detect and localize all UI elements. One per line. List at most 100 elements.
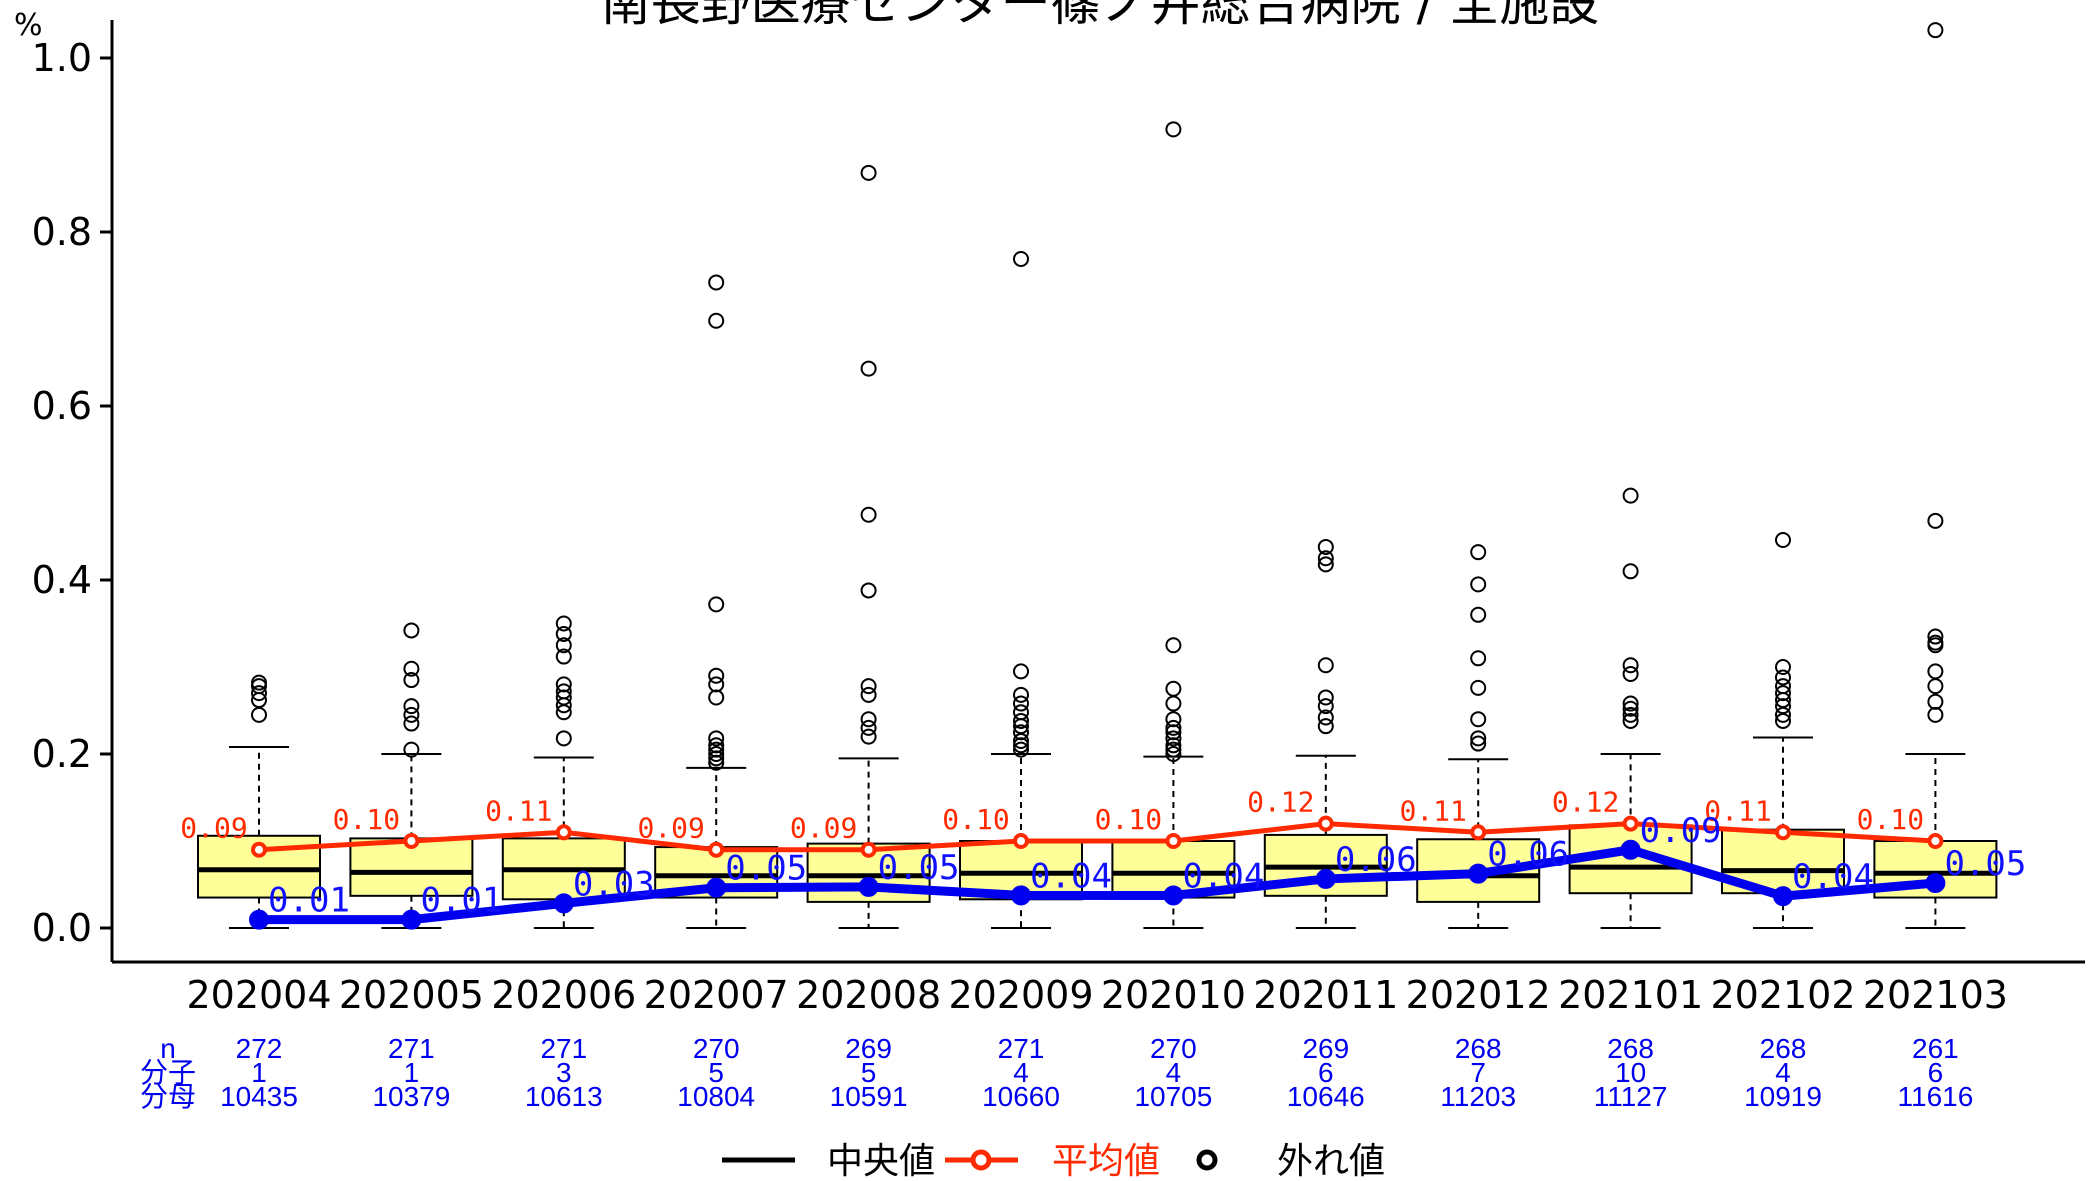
facility-point — [1315, 868, 1336, 889]
outlier-point — [1317, 709, 1334, 726]
outlier-point — [1622, 665, 1639, 682]
outlier-point — [1927, 634, 1944, 651]
outlier-point — [1927, 512, 1944, 529]
outlier-point — [1775, 669, 1791, 686]
facility-value-label: 0.04 — [1792, 857, 1874, 897]
facility-value-label: 0.05 — [878, 848, 960, 888]
mean-value-label: 0.11 — [1704, 794, 1771, 827]
n-value: 268 — [1760, 1033, 1807, 1064]
outlier-point — [1622, 695, 1639, 712]
legend: 中央値 平均値 外れ値 — [722, 1141, 1385, 1181]
denominator-value: 10804 — [677, 1081, 755, 1112]
outlier-point — [1927, 663, 1944, 680]
outlier-point — [1317, 556, 1334, 573]
axes: % — [14, 8, 2085, 964]
outlier-point — [1013, 663, 1029, 680]
outlier-point — [1317, 718, 1334, 735]
outlier-point — [1013, 741, 1029, 758]
outlier-point — [1622, 657, 1639, 674]
facility-value-label: 0.01 — [420, 881, 502, 921]
outlier-point — [1927, 22, 1944, 39]
mean-point — [708, 841, 725, 858]
y-tick-label: 0.6 — [32, 384, 92, 428]
y-axis-unit-label: % — [14, 8, 43, 43]
outlier-point — [251, 674, 267, 691]
outlier-point — [251, 706, 267, 723]
x-tick-label: 202011 — [1253, 973, 1398, 1017]
mean-point — [1622, 815, 1639, 832]
outlier-point — [1165, 746, 1182, 762]
outlier-point — [708, 741, 725, 758]
outlier-point — [1013, 695, 1029, 712]
y-tick-label: 0.4 — [32, 558, 92, 602]
outlier-point — [860, 719, 877, 736]
outlier-point — [708, 274, 725, 291]
x-tick-label: 202101 — [1558, 973, 1703, 1017]
x-tick-label: 202007 — [644, 973, 789, 1017]
n-value: 271 — [540, 1033, 587, 1064]
outlier-point — [860, 360, 877, 377]
x-tick-label: 202009 — [948, 973, 1093, 1017]
facility-point — [1620, 839, 1641, 860]
outlier-point — [1317, 689, 1334, 706]
facility-point — [1163, 885, 1184, 906]
x-tick-label: 202008 — [796, 973, 941, 1017]
y-tick-label: 0.0 — [32, 906, 92, 950]
outlier-point — [1013, 250, 1029, 267]
outlier-point — [1470, 650, 1487, 667]
y-tick-label: 1.0 — [32, 36, 92, 80]
outlier-point — [1775, 659, 1791, 675]
x-ticks: 202004 202005 202006 202007 202008 202009 2020… — [186, 973, 2007, 1017]
mean-point — [1927, 833, 1944, 849]
y-tick-label: 0.2 — [32, 732, 92, 776]
outlier-point — [1622, 712, 1639, 729]
numerator-value: 4 — [1013, 1057, 1029, 1088]
outlier-point — [1165, 719, 1182, 736]
outlier-point — [1775, 678, 1791, 695]
denominator-value: 11616 — [1898, 1081, 1974, 1112]
outlier-point — [1622, 563, 1639, 580]
outlier-point — [1165, 680, 1182, 697]
outlier-point — [1775, 685, 1791, 702]
outlier-point — [708, 667, 725, 684]
outlier-point — [403, 622, 420, 639]
outlier-point — [403, 660, 420, 677]
mean-point — [555, 824, 572, 841]
denominator-value: 10379 — [372, 1081, 450, 1112]
y-tick-label: 0.8 — [32, 210, 92, 254]
facility-point — [1925, 873, 1946, 894]
outlier-point — [1927, 706, 1944, 723]
box-202009 — [959, 250, 1083, 929]
outlier-point — [1013, 686, 1029, 703]
outlier-point — [1317, 657, 1334, 674]
numerator-value: 6 — [1318, 1057, 1334, 1088]
outlier-point — [251, 685, 267, 702]
outlier-point — [555, 648, 572, 665]
facility-point — [1773, 886, 1793, 907]
mean-point — [251, 841, 267, 858]
x-tick-label: 202103 — [1863, 973, 2008, 1017]
mean-point — [1317, 815, 1334, 832]
n-value: 270 — [693, 1033, 740, 1064]
mean-value-label: 0.09 — [180, 812, 247, 845]
numerator-value: 5 — [708, 1057, 724, 1088]
chart-title: 南長野医療センター篠ノ井総合病院 / 全施設 — [601, 0, 1600, 32]
outlier-point — [1622, 700, 1639, 717]
mean-point — [1013, 833, 1029, 849]
outlier-point — [403, 706, 420, 723]
numerator-value: 4 — [1166, 1057, 1182, 1088]
n-value: 261 — [1912, 1033, 1959, 1064]
series-lines: 0.09 0.10 0.110.09 0.09 0.10 0.100.12 0.11 0.12… — [180, 786, 2026, 930]
legend-mean-label: 平均値 — [1052, 1141, 1160, 1181]
outlier-point — [403, 698, 420, 715]
outlier-point — [1165, 695, 1182, 712]
title-layer: 南長野医療センター篠ノ井総合病院 / 全施設 — [601, 0, 1600, 32]
facility-point — [249, 909, 269, 930]
outlier-point — [1165, 637, 1182, 654]
outlier-point — [1622, 487, 1639, 504]
n-value: 268 — [1455, 1033, 1502, 1064]
numerator-value: 7 — [1470, 1057, 1486, 1088]
outlier-point — [1013, 724, 1029, 741]
mean-point — [403, 833, 420, 849]
